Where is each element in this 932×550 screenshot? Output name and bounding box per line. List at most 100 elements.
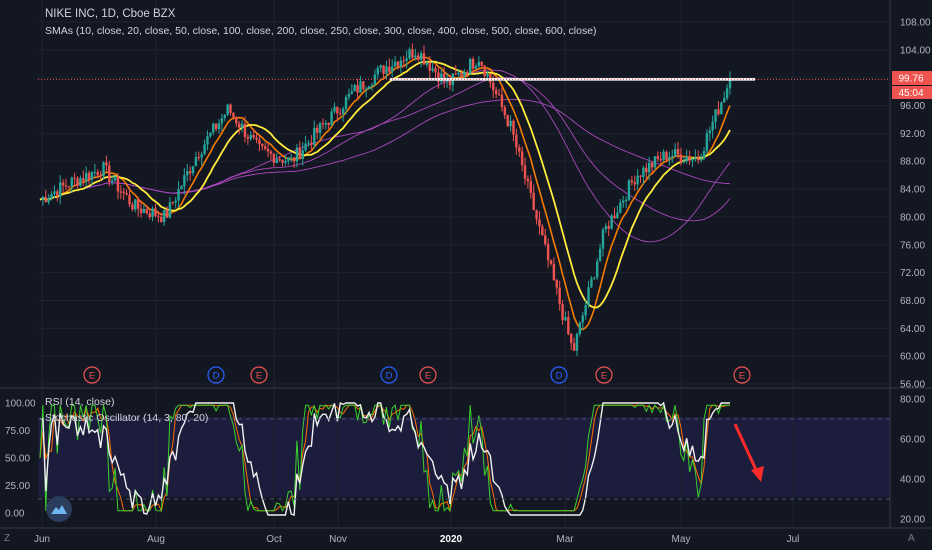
candle-body [177,189,180,201]
candle-body [304,143,307,151]
candle-body [471,58,475,69]
candle-body [494,90,498,95]
time-tick-label: Mar [556,534,574,545]
candle-body [102,162,105,177]
candle-body [619,202,622,213]
earnings-marker[interactable] [83,366,101,384]
candle-body [714,109,717,122]
candle-body [468,58,472,74]
candle-body [442,73,446,82]
candle-body [549,260,553,264]
candle-body [448,80,452,86]
time-tick-label: Oct [266,534,282,545]
candle-body [379,65,382,68]
candle-body [688,156,691,161]
candle-body [630,180,634,183]
candle-body [607,226,610,229]
candle-body [598,248,602,262]
candle-body [99,175,102,177]
time-axis[interactable]: Jun Aug Oct Nov 2020 Mar May Jul [34,534,799,545]
candle-body [480,61,483,66]
candle-body [278,159,281,161]
candle-body [437,72,440,82]
candle-body [70,177,73,187]
candle-body [142,209,146,213]
candle-body [119,191,123,193]
candle-body [301,150,304,159]
candle-body [659,159,662,161]
candle-body [604,226,608,230]
candle-body [532,192,535,211]
grid [38,0,890,528]
price-tick-label: 104.00 [900,45,931,56]
rsi-legend: RSI (14, close) [45,396,115,408]
candle-body [252,134,255,138]
price-tick-label: 80.00 [900,212,925,223]
candle-body [333,106,336,112]
candle-body [419,53,423,60]
candle-body [523,165,527,179]
candle-body [647,162,651,173]
price-tick-label: 60.00 [900,352,925,363]
candle-body [370,84,374,86]
candle-body [73,177,76,179]
candle-body [258,139,261,145]
earnings-marker[interactable] [250,366,268,384]
candle-body [84,172,88,181]
candle-body [87,172,91,180]
candle-body [694,157,697,159]
candle-body [209,132,212,137]
candle-body [298,147,302,159]
rsi-tick-label: 20.00 [900,515,925,526]
candle-body [636,175,639,185]
candle-body [139,208,143,213]
dividend-marker[interactable] [550,366,568,384]
candle-body [90,172,94,180]
candle-body [324,122,328,125]
candle-body [512,120,515,135]
candle-body [624,199,628,201]
tradingview-logo[interactable] [46,496,72,522]
candle-body [272,153,276,163]
candle-body [125,193,128,195]
earnings-marker[interactable] [595,366,613,384]
earnings-marker[interactable] [419,366,437,384]
candle-body [581,315,584,323]
price-tick-label: 72.00 [900,268,925,279]
candle-body [541,226,544,236]
candle-body [180,186,183,190]
candle-body [492,82,495,91]
candle-body [645,167,648,173]
sma-20-line [39,60,731,309]
candle-body [685,156,688,162]
footer-left[interactable]: Z [4,533,11,544]
candle-body [41,196,45,200]
footer-right[interactable]: A [908,533,915,544]
price-tick-label: 92.00 [900,129,925,140]
candle-body [284,161,287,163]
dividend-marker[interactable] [380,366,398,384]
earnings-marker[interactable] [733,366,751,384]
countdown-label: 45:04 [898,88,923,99]
candle-body [584,305,587,316]
candle-body [691,158,694,161]
candle-body [425,62,429,65]
dividend-marker[interactable] [207,366,225,384]
price-tick-label: 64.00 [900,324,925,335]
candle-body [194,156,198,167]
candle-body [561,304,564,321]
candle-body [53,191,56,194]
candle-body [226,104,229,115]
candle-body [653,156,657,168]
candle-body [232,112,235,117]
candle-body [128,194,131,205]
last-price-badge [892,71,932,85]
candle-body [168,202,172,218]
candle-body [240,123,244,128]
candle-body [650,162,654,168]
candle-body [656,156,660,160]
candle-body [275,159,278,163]
candle-body [567,317,570,335]
oscillator-axes: 100.00 75.00 50.00 25.00 0.00 80.00 60.00 40.00… [5,395,925,526]
